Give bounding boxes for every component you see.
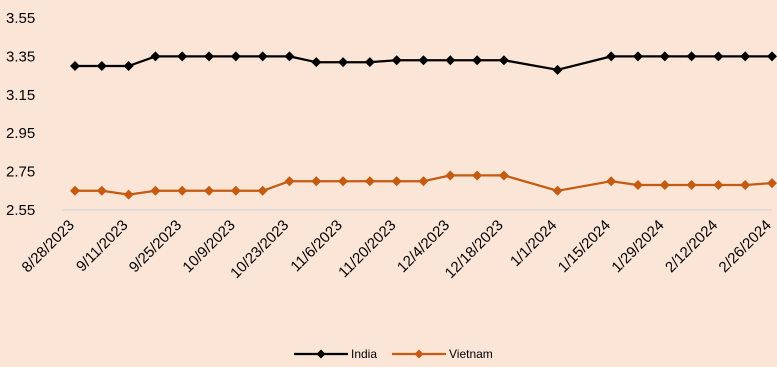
data-point [150, 185, 161, 196]
data-point [70, 185, 80, 196]
data-point [445, 55, 456, 66]
data-point [713, 180, 724, 191]
data-point [445, 170, 456, 181]
data-point [364, 57, 375, 68]
data-point [632, 180, 643, 191]
data-point [123, 189, 134, 200]
data-point [96, 61, 107, 71]
data-point [150, 51, 161, 62]
legend-marker-vietnam [414, 349, 424, 359]
data-point [686, 180, 697, 191]
x-tick-label: 1/29/2024 [608, 217, 667, 276]
y-tick-label: 3.15 [6, 87, 35, 104]
data-point [740, 51, 751, 62]
data-point [257, 185, 268, 196]
data-point [606, 176, 617, 187]
data-point [391, 55, 402, 66]
data-point [391, 176, 402, 187]
data-point [418, 55, 429, 66]
data-point [123, 61, 134, 71]
data-point [338, 57, 349, 68]
x-tick-label: 1/15/2024 [555, 217, 614, 276]
x-tick-label: 1/1/2024 [507, 217, 560, 270]
x-tick-label: 10/23/2023 [227, 217, 292, 282]
data-point [177, 185, 188, 196]
legend-label-india: India [351, 347, 377, 361]
data-point [552, 64, 563, 75]
data-point [418, 176, 429, 187]
y-tick-label: 3.55 [6, 10, 35, 27]
data-point [204, 185, 215, 196]
data-point [364, 176, 375, 187]
data-point [606, 51, 617, 62]
x-tick-label: 9/25/2023 [126, 217, 185, 276]
data-point [284, 51, 295, 62]
data-point [70, 61, 80, 71]
x-tick-label: 2/12/2024 [662, 217, 721, 276]
data-point [686, 51, 697, 62]
data-point [177, 51, 188, 62]
x-tick-label: 9/11/2023 [73, 217, 131, 275]
data-point [740, 180, 751, 191]
legend-label-vietnam: Vietnam [449, 347, 493, 361]
x-tick-label: 12/18/2023 [442, 217, 507, 282]
data-point [257, 51, 268, 62]
y-tick-label: 2.55 [6, 202, 35, 219]
data-point [230, 185, 241, 196]
data-point [96, 185, 107, 196]
data-point [767, 178, 777, 189]
data-point [311, 57, 322, 68]
y-tick-label: 3.35 [6, 48, 35, 65]
data-point [498, 170, 509, 181]
data-point [230, 51, 241, 62]
data-point [338, 176, 349, 187]
data-point [552, 185, 563, 196]
x-tick-label: 8/28/2023 [19, 217, 78, 276]
data-point [632, 51, 643, 62]
data-point [472, 55, 483, 66]
data-point [284, 176, 295, 187]
x-tick-label: 2/26/2024 [716, 217, 775, 276]
data-point [311, 176, 322, 187]
data-point [659, 51, 670, 62]
data-point [472, 170, 483, 181]
legend-marker-india [316, 349, 326, 359]
y-tick-label: 2.95 [6, 125, 35, 142]
data-point [204, 51, 215, 62]
x-tick-label: 11/20/2023 [335, 217, 399, 281]
data-point [713, 51, 724, 62]
data-point [498, 55, 509, 66]
data-point [659, 180, 670, 191]
data-point [767, 51, 777, 62]
y-tick-label: 2.75 [6, 164, 35, 181]
